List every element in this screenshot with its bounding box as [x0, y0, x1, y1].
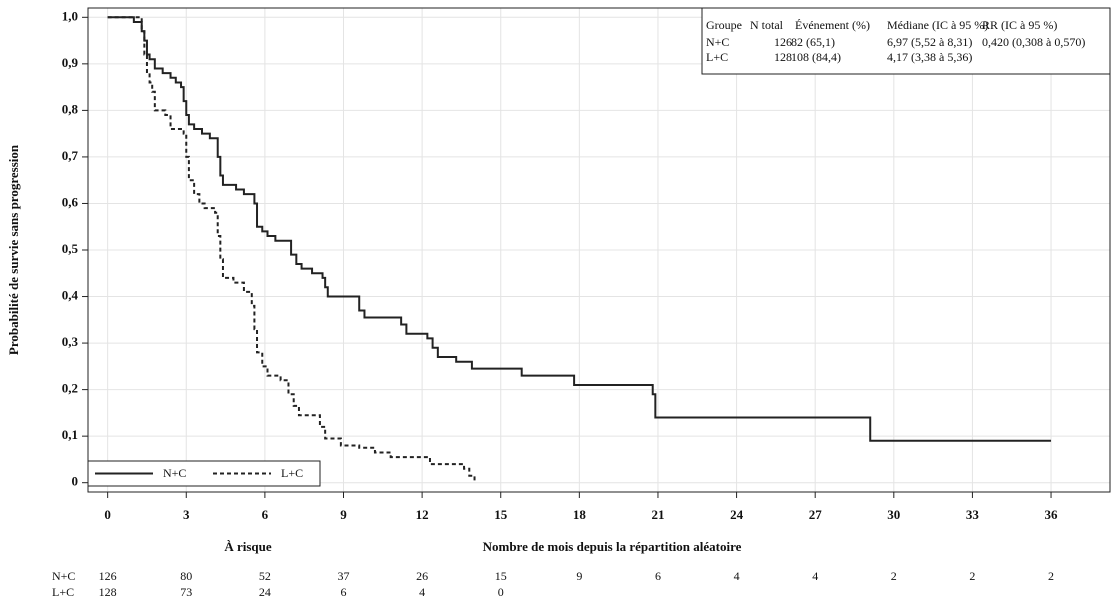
inset-header: Groupe	[706, 18, 742, 32]
x-tick-label: 15	[494, 507, 508, 522]
y-tick-label: 0,5	[62, 241, 79, 256]
legend-label: N+C	[163, 466, 186, 480]
y-tick-label: 0,2	[62, 381, 78, 396]
at-risk-count: 4	[734, 569, 740, 583]
plot-frame	[87, 7, 1111, 493]
at-risk-count: 80	[180, 569, 192, 583]
at-risk-count: 4	[419, 585, 425, 599]
at-risk-count: 6	[655, 569, 661, 583]
inset-cell: N+C	[706, 35, 729, 49]
survival-curve	[107, 16, 476, 481]
y-tick-label: 0,1	[62, 427, 78, 442]
x-tick-label: 9	[340, 507, 347, 522]
inset-cell: 4,17 (3,38 à 5,36)	[887, 50, 972, 64]
at-risk-count: 37	[338, 569, 350, 583]
at-risk-row-label: L+C	[52, 585, 74, 599]
inset-header: N total	[750, 18, 784, 32]
at-risk-count: 9	[576, 569, 582, 583]
inset-cell: 108 (84,4)	[791, 50, 841, 64]
inset-cell: 82 (65,1)	[791, 35, 835, 49]
inset-table-box	[701, 7, 1111, 75]
legend-label: L+C	[281, 466, 303, 480]
at-risk-count: 26	[416, 569, 428, 583]
x-tick-label: 30	[887, 507, 900, 522]
inset-header: Événement (%)	[795, 18, 870, 32]
y-tick-label: 1,0	[62, 8, 78, 23]
x-tick-label: 0	[104, 507, 111, 522]
y-tick-label: 0,8	[62, 101, 79, 116]
x-tick-label: 24	[730, 507, 744, 522]
survival-curve	[107, 16, 1052, 442]
at-risk-count: 4	[812, 569, 818, 583]
at-risk-count: 126	[99, 569, 117, 583]
x-tick-label: 18	[573, 507, 587, 522]
at-risk-count: 15	[495, 569, 507, 583]
inset-header: RR (IC à 95 %)	[982, 18, 1057, 32]
x-tick-label: 27	[809, 507, 823, 522]
inset-cell: 6,97 (5,52 à 8,31)	[887, 35, 972, 49]
y-tick-label: 0,4	[62, 288, 79, 303]
at-risk-count: 0	[498, 585, 504, 599]
y-tick-label: 0,7	[62, 148, 79, 163]
at-risk-title: À risque	[224, 539, 272, 554]
x-tick-label: 3	[183, 507, 190, 522]
inset-cell: 126	[774, 35, 792, 49]
x-tick-label: 36	[1045, 507, 1059, 522]
at-risk-count: 52	[259, 569, 271, 583]
x-tick-label: 21	[651, 507, 664, 522]
x-tick-label: 6	[262, 507, 269, 522]
inset-cell: L+C	[706, 50, 728, 64]
inset-header: Médiane (IC à 95 %)	[887, 18, 988, 32]
y-tick-label: 0	[72, 474, 79, 489]
inset-cell: 0,420 (0,308 à 0,570)	[982, 35, 1085, 49]
x-tick-label: 33	[966, 507, 980, 522]
at-risk-count: 2	[969, 569, 975, 583]
at-risk-count: 6	[341, 585, 347, 599]
y-tick-label: 0,3	[62, 334, 79, 349]
x-axis-label: Nombre de mois depuis la répartition alé…	[483, 539, 742, 554]
y-tick-label: 0,6	[62, 194, 79, 209]
at-risk-count: 2	[1048, 569, 1054, 583]
x-tick-label: 12	[416, 507, 429, 522]
at-risk-count: 24	[259, 585, 271, 599]
y-axis-label: Probabilité de survie sans progression	[6, 144, 21, 355]
at-risk-count: 73	[180, 585, 192, 599]
y-tick-label: 0,9	[62, 55, 79, 70]
at-risk-count: 2	[891, 569, 897, 583]
inset-cell: 128	[774, 50, 792, 64]
at-risk-count: 128	[99, 585, 117, 599]
at-risk-row-label: N+C	[52, 569, 75, 583]
